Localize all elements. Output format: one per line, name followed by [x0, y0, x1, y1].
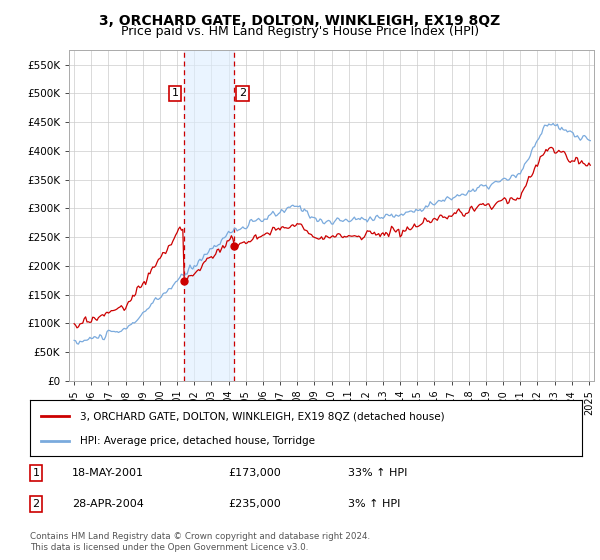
Text: 2: 2 [239, 88, 247, 99]
Text: 3, ORCHARD GATE, DOLTON, WINKLEIGH, EX19 8QZ: 3, ORCHARD GATE, DOLTON, WINKLEIGH, EX19… [100, 14, 500, 28]
Text: 2: 2 [32, 499, 40, 509]
Text: 1: 1 [172, 88, 179, 99]
Text: 28-APR-2004: 28-APR-2004 [72, 499, 144, 509]
Text: £235,000: £235,000 [228, 499, 281, 509]
Text: Price paid vs. HM Land Registry's House Price Index (HPI): Price paid vs. HM Land Registry's House … [121, 25, 479, 38]
Text: HPI: Average price, detached house, Torridge: HPI: Average price, detached house, Torr… [80, 436, 314, 446]
Text: Contains HM Land Registry data © Crown copyright and database right 2024.
This d: Contains HM Land Registry data © Crown c… [30, 532, 370, 552]
Text: 33% ↑ HPI: 33% ↑ HPI [348, 468, 407, 478]
Text: £173,000: £173,000 [228, 468, 281, 478]
Text: 3% ↑ HPI: 3% ↑ HPI [348, 499, 400, 509]
Bar [184, 50, 234, 381]
Text: 1: 1 [32, 468, 40, 478]
Text: 3, ORCHARD GATE, DOLTON, WINKLEIGH, EX19 8QZ (detached house): 3, ORCHARD GATE, DOLTON, WINKLEIGH, EX19… [80, 411, 445, 421]
Text: 18-MAY-2001: 18-MAY-2001 [72, 468, 144, 478]
